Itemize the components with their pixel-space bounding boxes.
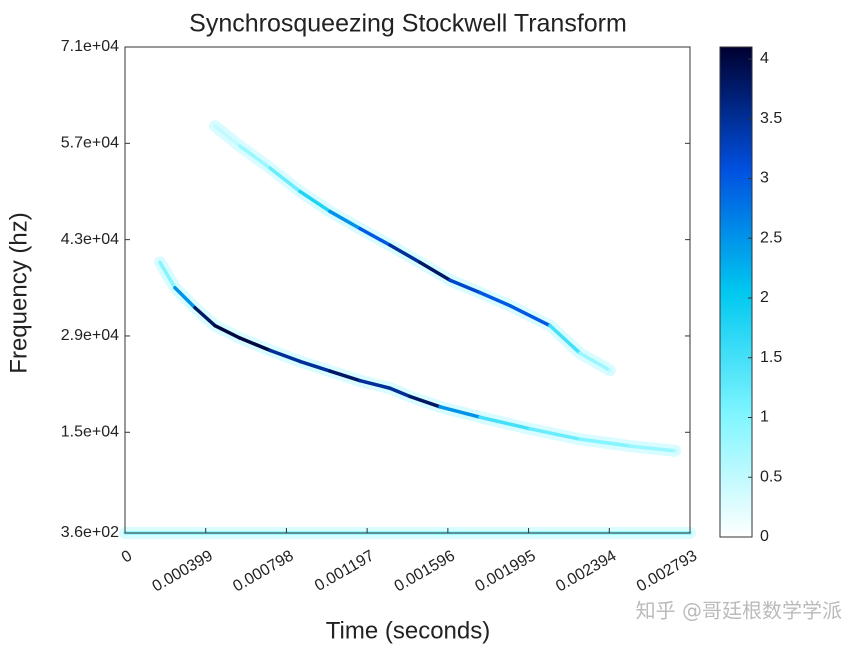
x-tick-label: 0.001596 xyxy=(392,547,458,595)
ridge-segment xyxy=(578,437,632,448)
y-tick-label: 4.3e+04 xyxy=(61,231,119,248)
ridge-segment xyxy=(628,444,677,453)
ridge-segment xyxy=(408,394,442,409)
ridge-segment xyxy=(448,278,482,295)
ridge-segment xyxy=(388,243,422,265)
y-tick-label: 7.1e+04 xyxy=(61,38,119,55)
colorbar-tick-label: 3 xyxy=(760,170,769,187)
ridge-segment xyxy=(298,189,332,214)
ridge-segment xyxy=(438,405,482,419)
y-axis-label: Frequency (hz) xyxy=(5,212,32,373)
x-axis-label: Time (seconds) xyxy=(326,617,490,644)
plot-area xyxy=(119,120,696,539)
ridge-segment xyxy=(238,144,272,170)
ridge-segment xyxy=(328,209,362,231)
ridge-segment xyxy=(298,359,332,373)
colorbar-tick-label: 0.5 xyxy=(760,468,782,485)
x-tick-label: 0 xyxy=(119,547,135,566)
x-tick-label: 0.000798 xyxy=(230,547,296,595)
x-tick-label: 0.001995 xyxy=(472,547,538,595)
ridge-segment xyxy=(238,336,272,353)
ridge-segment xyxy=(173,286,197,310)
ridge-segment xyxy=(418,260,452,282)
colorbar-tick-label: 2 xyxy=(760,289,769,306)
ridge-segment xyxy=(213,323,242,340)
ridge-segment xyxy=(528,427,582,441)
y-tick-label: 5.7e+04 xyxy=(61,135,119,152)
x-tick-label: 0.000399 xyxy=(150,547,216,595)
colorbar-tick-label: 1 xyxy=(760,409,769,426)
watermark: 知乎 @哥廷根数学学派 xyxy=(636,599,842,623)
ridge-segment xyxy=(478,290,512,308)
colorbar xyxy=(719,46,753,538)
ridge-halo xyxy=(209,120,616,377)
ridge-segment xyxy=(213,124,242,148)
colorbar-tick-label: 2.5 xyxy=(760,229,782,246)
x-tick-label: 0.002394 xyxy=(553,547,619,595)
x-tick-label: 0.001197 xyxy=(312,547,377,595)
ridge-segment xyxy=(508,303,552,328)
ridge-segment xyxy=(268,348,302,364)
ridge-segment xyxy=(358,226,392,247)
y-tick-label: 3.6e+02 xyxy=(61,524,119,541)
ridge-segment xyxy=(328,369,362,383)
y-tick-label: 2.9e+04 xyxy=(61,327,119,344)
ridge-segment xyxy=(578,351,612,373)
colorbar-tick-label: 1.5 xyxy=(760,349,782,366)
ridge-segment xyxy=(548,323,582,355)
ridge-segment xyxy=(358,378,392,390)
ridge-segment xyxy=(193,306,217,328)
ridge-segment xyxy=(268,166,302,194)
colorbar-tick-label: 0 xyxy=(760,528,769,545)
chart-title: Synchrosqueezing Stockwell Transform xyxy=(189,10,627,38)
ridge-segment xyxy=(158,260,177,290)
y-tick-label: 1.5e+04 xyxy=(61,423,119,440)
colorbar-tick-label: 3.5 xyxy=(760,110,782,127)
ridge-segment xyxy=(388,386,412,399)
plot-frame xyxy=(124,46,691,534)
colorbar-tick-label: 4 xyxy=(760,50,769,67)
ridge-segment xyxy=(478,415,532,431)
x-tick-label: 0.002793 xyxy=(634,547,700,595)
